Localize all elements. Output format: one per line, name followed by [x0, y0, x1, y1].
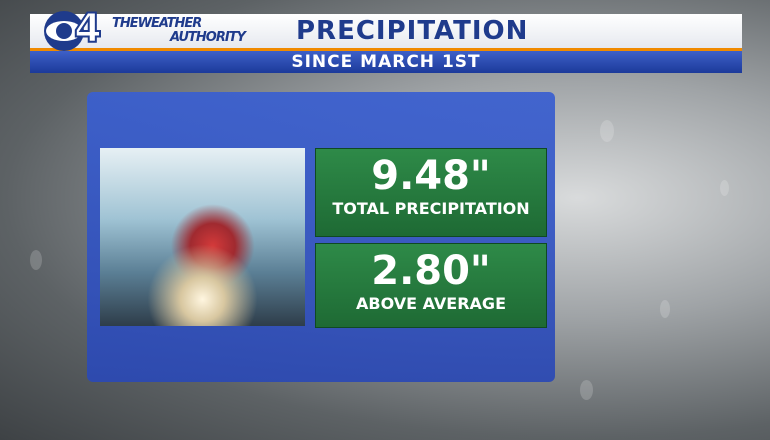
stat-label: TOTAL PRECIPITATION: [332, 199, 530, 218]
stat-label: ABOVE AVERAGE: [355, 294, 506, 313]
rain-photo: [100, 148, 305, 326]
stat-value: 2.80": [371, 248, 491, 294]
raindrop: [580, 380, 593, 400]
stat-box: 9.48" TOTAL PRECIPITATION: [315, 148, 547, 237]
subtitle: SINCE MARCH 1ST: [30, 51, 742, 73]
raindrop: [660, 300, 670, 318]
stat-value: 9.48": [371, 153, 491, 199]
stat-box: 2.80" ABOVE AVERAGE: [315, 243, 547, 328]
header-bar: PRECIPITATION: [30, 14, 742, 51]
raindrop: [600, 120, 614, 142]
cbs-eye: [44, 11, 84, 51]
logo-text: THEWEATHER: [112, 16, 202, 31]
raindrop: [720, 180, 729, 196]
logo-text: AUTHORITY: [170, 30, 246, 45]
title: PRECIPITATION: [296, 16, 529, 46]
raindrop: [30, 250, 42, 270]
channel-number: 4: [73, 5, 103, 53]
